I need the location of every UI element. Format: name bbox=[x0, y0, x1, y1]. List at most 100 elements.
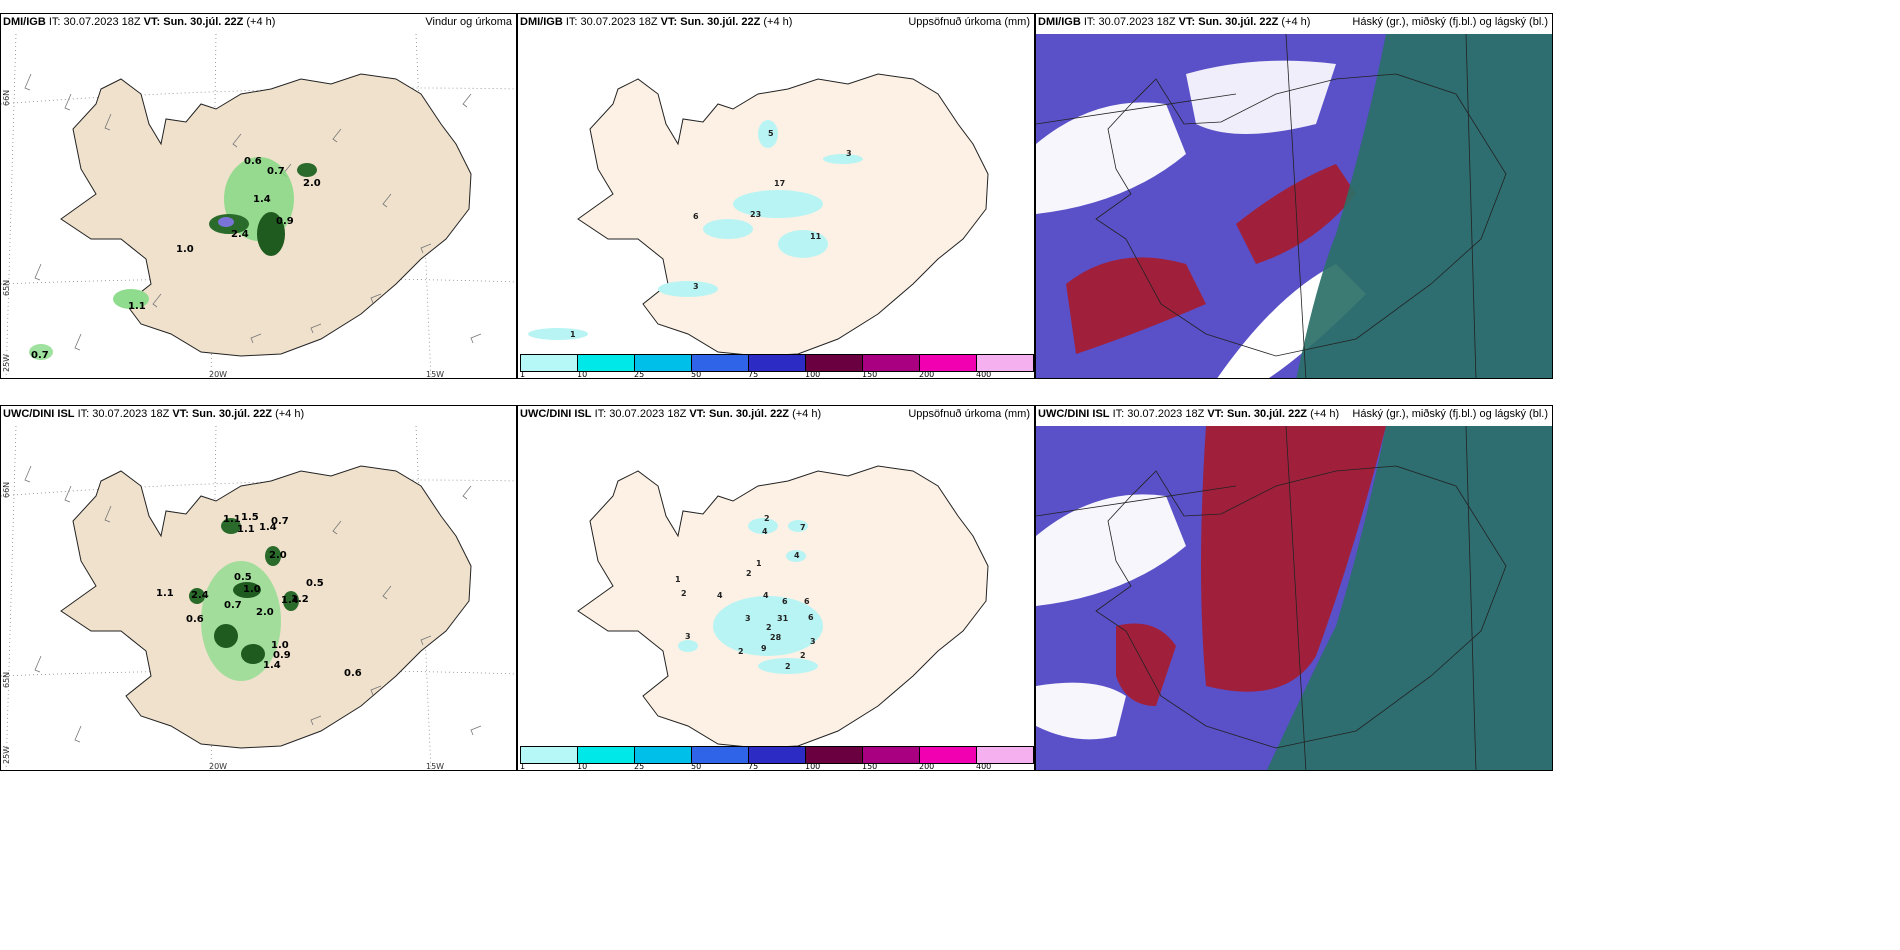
accum-value-label: 6 bbox=[782, 597, 788, 606]
precip-value-label: 2.0 bbox=[269, 550, 287, 561]
lon-label: 25W bbox=[2, 354, 11, 372]
accum-value-label: 6 bbox=[693, 212, 699, 221]
wind-precip-panel-dmi: DMI/IGB IT: 30.07.2023 18Z VT: Sun. 30.j… bbox=[0, 13, 517, 379]
precip-value-label: 1.1 bbox=[237, 524, 255, 535]
colorbar-tick: 200 bbox=[919, 370, 935, 379]
accum-value-label: 2 bbox=[681, 589, 687, 598]
colorbar-swatch bbox=[635, 355, 692, 371]
precip-value-label: 2.0 bbox=[256, 607, 274, 618]
panel-header: DMI/IGB IT: 30.07.2023 18Z VT: Sun. 30.j… bbox=[3, 16, 276, 28]
accum-shading bbox=[678, 518, 823, 674]
precip-value-label: 0.5 bbox=[234, 572, 252, 583]
accum-value-label: 9 bbox=[761, 644, 767, 653]
panel-title: Uppsöfnuð úrkoma (mm) bbox=[908, 16, 1030, 28]
colorbar-tick: 75 bbox=[748, 762, 759, 771]
colorbar-swatch bbox=[806, 747, 863, 763]
precip-value-label: 0.9 bbox=[273, 650, 291, 661]
accum-value-label: 2 bbox=[785, 662, 791, 671]
colorbar-tick: 25 bbox=[634, 370, 645, 379]
colorbar-tick: 10 bbox=[577, 762, 588, 771]
colorbar-swatch bbox=[749, 747, 806, 763]
precip-value-label: 1.0 bbox=[271, 640, 289, 651]
panel-header: DMI/IGB IT: 30.07.2023 18Z VT: Sun. 30.j… bbox=[1038, 16, 1311, 28]
colorbar-swatch bbox=[920, 355, 977, 371]
cloud-cover-map[interactable] bbox=[1036, 426, 1553, 771]
colorbar-tick: 150 bbox=[862, 762, 878, 771]
cloud-panel-uwc: UWC/DINI ISL IT: 30.07.2023 18Z VT: Sun.… bbox=[1035, 405, 1553, 771]
colorbar-tick: 400 bbox=[976, 762, 992, 771]
accum-value-label: 3 bbox=[685, 632, 691, 641]
cloud-cover-map[interactable] bbox=[1036, 34, 1553, 379]
panel-header: DMI/IGB IT: 30.07.2023 18Z VT: Sun. 30.j… bbox=[520, 16, 793, 28]
precip-value-label: 2.4 bbox=[191, 590, 209, 601]
colorbar-swatch bbox=[977, 355, 1033, 371]
precip-value-label: 2.0 bbox=[303, 178, 321, 189]
colorbar-tick: 150 bbox=[862, 370, 878, 379]
accum-value-label: 4 bbox=[763, 591, 769, 600]
colorbar-tick: 1 bbox=[520, 762, 526, 771]
accum-precip-panel-dmi: DMI/IGB IT: 30.07.2023 18Z VT: Sun. 30.j… bbox=[517, 13, 1035, 379]
precip-value-label: 0.7 bbox=[271, 516, 289, 527]
precip-value-label: 1.4 bbox=[263, 660, 281, 671]
colorbar-swatch bbox=[692, 355, 749, 371]
lon-label: 20W bbox=[209, 762, 227, 771]
panel-header: UWC/DINI ISL IT: 30.07.2023 18Z VT: Sun.… bbox=[520, 408, 822, 420]
accum-precip-panel-uwc: UWC/DINI ISL IT: 30.07.2023 18Z VT: Sun.… bbox=[517, 405, 1035, 771]
accum-value-label: 3 bbox=[810, 637, 816, 646]
accum-value-label: 31 bbox=[777, 614, 789, 623]
precip-value-label: 0.7 bbox=[267, 166, 285, 177]
precip-value-label: 1.1 bbox=[156, 588, 174, 599]
lat-label: 66N bbox=[2, 482, 11, 498]
accum-value-label: 4 bbox=[717, 591, 723, 600]
precip-shading bbox=[189, 518, 299, 681]
colorbar-swatch bbox=[521, 747, 578, 763]
lat-label: 66N bbox=[2, 90, 11, 106]
colorbar-tick: 50 bbox=[691, 762, 702, 771]
precip-value-label: 0.7 bbox=[31, 350, 49, 361]
precip-value-label: 1.4 bbox=[281, 595, 299, 606]
colorbar-swatch bbox=[806, 355, 863, 371]
colorbar-swatch bbox=[977, 747, 1033, 763]
wind-precip-map[interactable]: 1.1 1.5 1.1 1.4 0.7 2.0 0.5 1.0 0.5 1.1 … bbox=[1, 426, 517, 771]
colorbar-swatch bbox=[521, 355, 578, 371]
colorbar-tick: 75 bbox=[748, 370, 759, 379]
colorbar-tick: 25 bbox=[634, 762, 645, 771]
colorbar-swatch bbox=[692, 747, 749, 763]
panel-title: Háský (gr.), miðský (fj.bl.) og lágský (… bbox=[1352, 16, 1548, 28]
cloud-panel-dmi: DMI/IGB IT: 30.07.2023 18Z VT: Sun. 30.j… bbox=[1035, 13, 1553, 379]
accum-precip-map[interactable]: 2 7 4 4 1 2 1 2 4 4 6 6 3 31 6 2 28 3 2 … bbox=[518, 426, 1035, 746]
accum-value-label: 4 bbox=[794, 551, 800, 560]
lat-label: 65N bbox=[2, 280, 11, 296]
precip-value-label: 0.7 bbox=[224, 600, 242, 611]
accum-value-label: 2 bbox=[746, 569, 752, 578]
precip-value-label: 1.5 bbox=[241, 512, 259, 523]
precip-value-label: 1.4 bbox=[253, 194, 271, 205]
panel-title: Háský (gr.), miðský (fj.bl.) og lágský (… bbox=[1352, 408, 1548, 420]
accum-value-label: 3 bbox=[846, 149, 852, 158]
accum-value-label: 2 bbox=[800, 651, 806, 660]
accum-value-label: 2 bbox=[764, 514, 770, 523]
lon-label: 20W bbox=[209, 370, 227, 379]
colorbar-tick: 1 bbox=[520, 370, 526, 379]
wind-precip-map[interactable]: 0.6 0.7 2.0 1.4 0.9 1.0 2.4 1.1 0.7 66N … bbox=[1, 34, 517, 379]
colorbar-tick: 50 bbox=[691, 370, 702, 379]
precip-value-label: 0.6 bbox=[244, 156, 262, 167]
precip-value-label: 1.1 bbox=[128, 301, 146, 312]
colorbar-tick: 200 bbox=[919, 762, 935, 771]
accum-value-label: 17 bbox=[774, 179, 785, 188]
accum-value-label: 1 bbox=[570, 330, 576, 339]
colorbar-tick: 100 bbox=[805, 370, 821, 379]
lat-label: 65N bbox=[2, 672, 11, 688]
precip-value-label: 1.4 bbox=[259, 522, 277, 533]
accum-value-label: 3 bbox=[745, 614, 751, 623]
accum-value-label: 6 bbox=[804, 597, 810, 606]
precip-value-label: 0.6 bbox=[344, 668, 362, 679]
accum-value-label: 23 bbox=[750, 210, 761, 219]
precip-value-label: 1.0 bbox=[243, 584, 261, 595]
accum-value-label: 3 bbox=[693, 282, 699, 291]
lon-label: 25W bbox=[2, 746, 11, 764]
precip-value-label: 0.9 bbox=[276, 216, 294, 227]
lon-label: 15W bbox=[426, 762, 444, 771]
accum-value-label: 6 bbox=[808, 613, 814, 622]
accum-precip-map[interactable]: 5 3 17 6 23 11 3 1 bbox=[518, 34, 1035, 354]
